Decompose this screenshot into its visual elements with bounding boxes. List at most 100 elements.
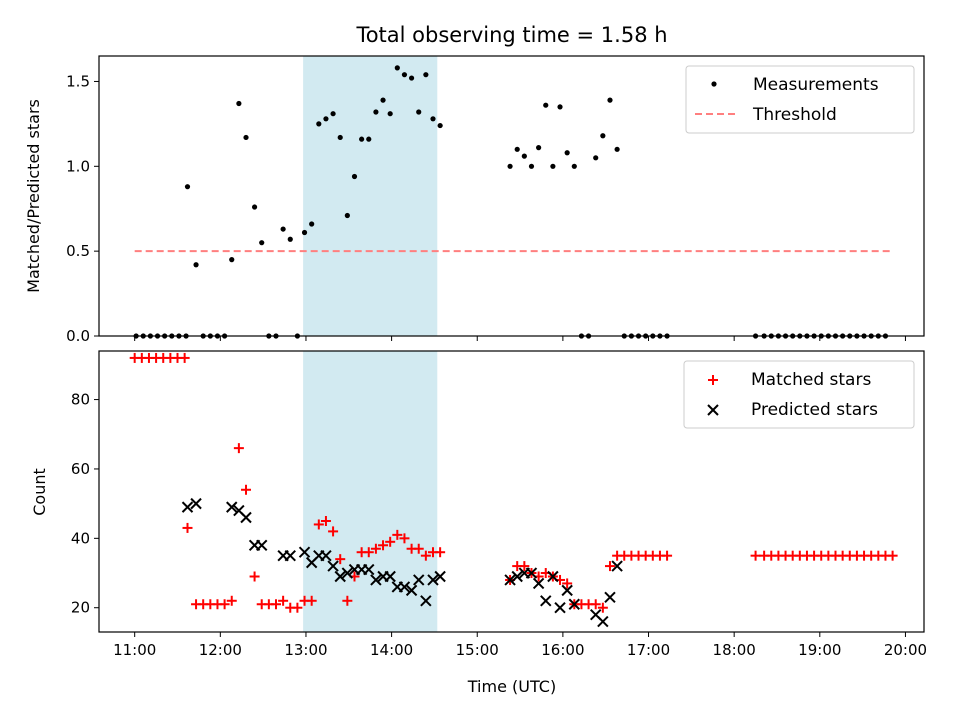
measurement-point <box>344 212 350 219</box>
predicted-star-point <box>240 511 252 524</box>
matched-star-point <box>182 522 193 533</box>
x-tick-label: 19:00 <box>798 641 841 659</box>
legend-predicted-marker <box>707 404 719 416</box>
matched-star-point <box>292 602 303 613</box>
matched-star-point <box>604 561 615 572</box>
measurement-point <box>550 163 556 169</box>
predicted-star-point <box>540 595 552 607</box>
legend: Matched stars Predicted stars <box>683 360 915 429</box>
measurement-point <box>359 136 365 142</box>
predicted-star-point <box>532 577 545 590</box>
measurement-point <box>600 133 606 139</box>
x-b <box>597 615 609 628</box>
measurement-point <box>543 102 549 108</box>
x-tick-label: 17:00 <box>627 641 670 659</box>
predicted-star-point <box>420 595 432 607</box>
x-axis-label: Time (UTC) <box>467 677 556 696</box>
predicted-star-point <box>226 501 238 513</box>
legend-matched-label: Matched stars <box>751 370 871 390</box>
y-tick-label: 20 <box>71 599 90 617</box>
measurement-point <box>316 121 322 127</box>
x-b <box>256 539 268 551</box>
predicted-star-point <box>611 560 623 572</box>
measurement-point <box>229 257 235 263</box>
x-b <box>384 570 396 583</box>
x-b <box>298 546 311 558</box>
measurement-point <box>243 134 249 141</box>
matched-star-point <box>313 519 324 530</box>
x-tick-label: 15:00 <box>456 641 499 659</box>
measurement-point <box>280 226 286 232</box>
predicted-star-point <box>327 560 339 572</box>
matched-star-point <box>306 595 317 606</box>
x-tick-label: 18:00 <box>713 641 756 659</box>
predicted-star-point <box>298 546 311 558</box>
matched-star-point <box>662 550 673 561</box>
legend-predicted-label: Predicted stars <box>751 400 878 420</box>
x-b <box>547 570 559 583</box>
x-b <box>420 595 432 607</box>
y-tick-label: 1.0 <box>66 157 90 175</box>
x-b <box>532 577 545 590</box>
predicted-star-point <box>604 591 616 604</box>
predicted-star-point <box>190 497 202 510</box>
x-b <box>540 595 552 607</box>
x-b <box>320 549 332 562</box>
measurement-point <box>401 72 408 78</box>
predicted-star-point <box>405 584 418 597</box>
predicted-star-point <box>256 539 268 551</box>
measurement-point <box>251 204 258 210</box>
x-b <box>327 560 339 572</box>
x-b <box>233 504 245 517</box>
predicted-star-point <box>504 574 516 586</box>
matched-star-point <box>226 595 237 606</box>
measurement-point <box>423 72 429 78</box>
legend-box <box>685 65 915 134</box>
x-b <box>398 581 411 593</box>
predicted-star-point <box>320 549 332 562</box>
measurement-point <box>309 221 315 227</box>
predicted-star-point <box>597 615 609 628</box>
matched-star-point <box>392 529 403 540</box>
measurement-point <box>536 145 542 151</box>
y-tick-label: 80 <box>71 391 90 409</box>
legend-measurements-label: Measurements <box>753 75 879 95</box>
measurement-point <box>430 116 436 122</box>
x-b <box>504 574 516 586</box>
matched-star-point <box>320 515 331 526</box>
axes-frame <box>98 55 925 337</box>
measurement-point <box>564 150 570 156</box>
predicted-star-point <box>427 574 439 586</box>
measurement-point <box>259 240 265 246</box>
predicted-star-point <box>434 570 446 583</box>
measurement-point <box>521 153 527 159</box>
x-b <box>190 497 202 510</box>
predicted-star-point <box>181 501 194 513</box>
x-b <box>590 608 602 621</box>
matched-star-point <box>249 571 260 582</box>
matched-star-point <box>342 595 353 606</box>
predicted-star-point <box>547 570 559 583</box>
matched-star-point <box>328 526 339 537</box>
x-b <box>363 563 375 576</box>
predicted-star-point <box>554 602 566 614</box>
measurement-point <box>614 146 620 152</box>
x-b <box>568 598 581 610</box>
x-tick-label: 20:00 <box>884 641 927 659</box>
measurement-point <box>593 155 599 161</box>
measurement-point <box>337 134 343 141</box>
axes-frame <box>98 350 925 633</box>
predicted-star-point <box>561 584 573 597</box>
bottom-panel: 11:00 12:00 13:00 14:00 15:00 16:00 17:00 18:00… <box>71 350 927 659</box>
predicted-star-point <box>384 570 396 583</box>
matched-star-point <box>370 543 381 554</box>
y-tick-label: 0.5 <box>66 242 90 260</box>
legend-threshold-label: Threshold <box>752 105 837 125</box>
x-b <box>413 574 425 586</box>
y-tick-label: 40 <box>71 529 90 547</box>
matched-star-point <box>435 547 446 558</box>
matched-star-point <box>597 602 608 613</box>
predicted-star-point <box>511 570 523 583</box>
observing-window-span <box>303 351 438 632</box>
x-b <box>561 584 573 597</box>
